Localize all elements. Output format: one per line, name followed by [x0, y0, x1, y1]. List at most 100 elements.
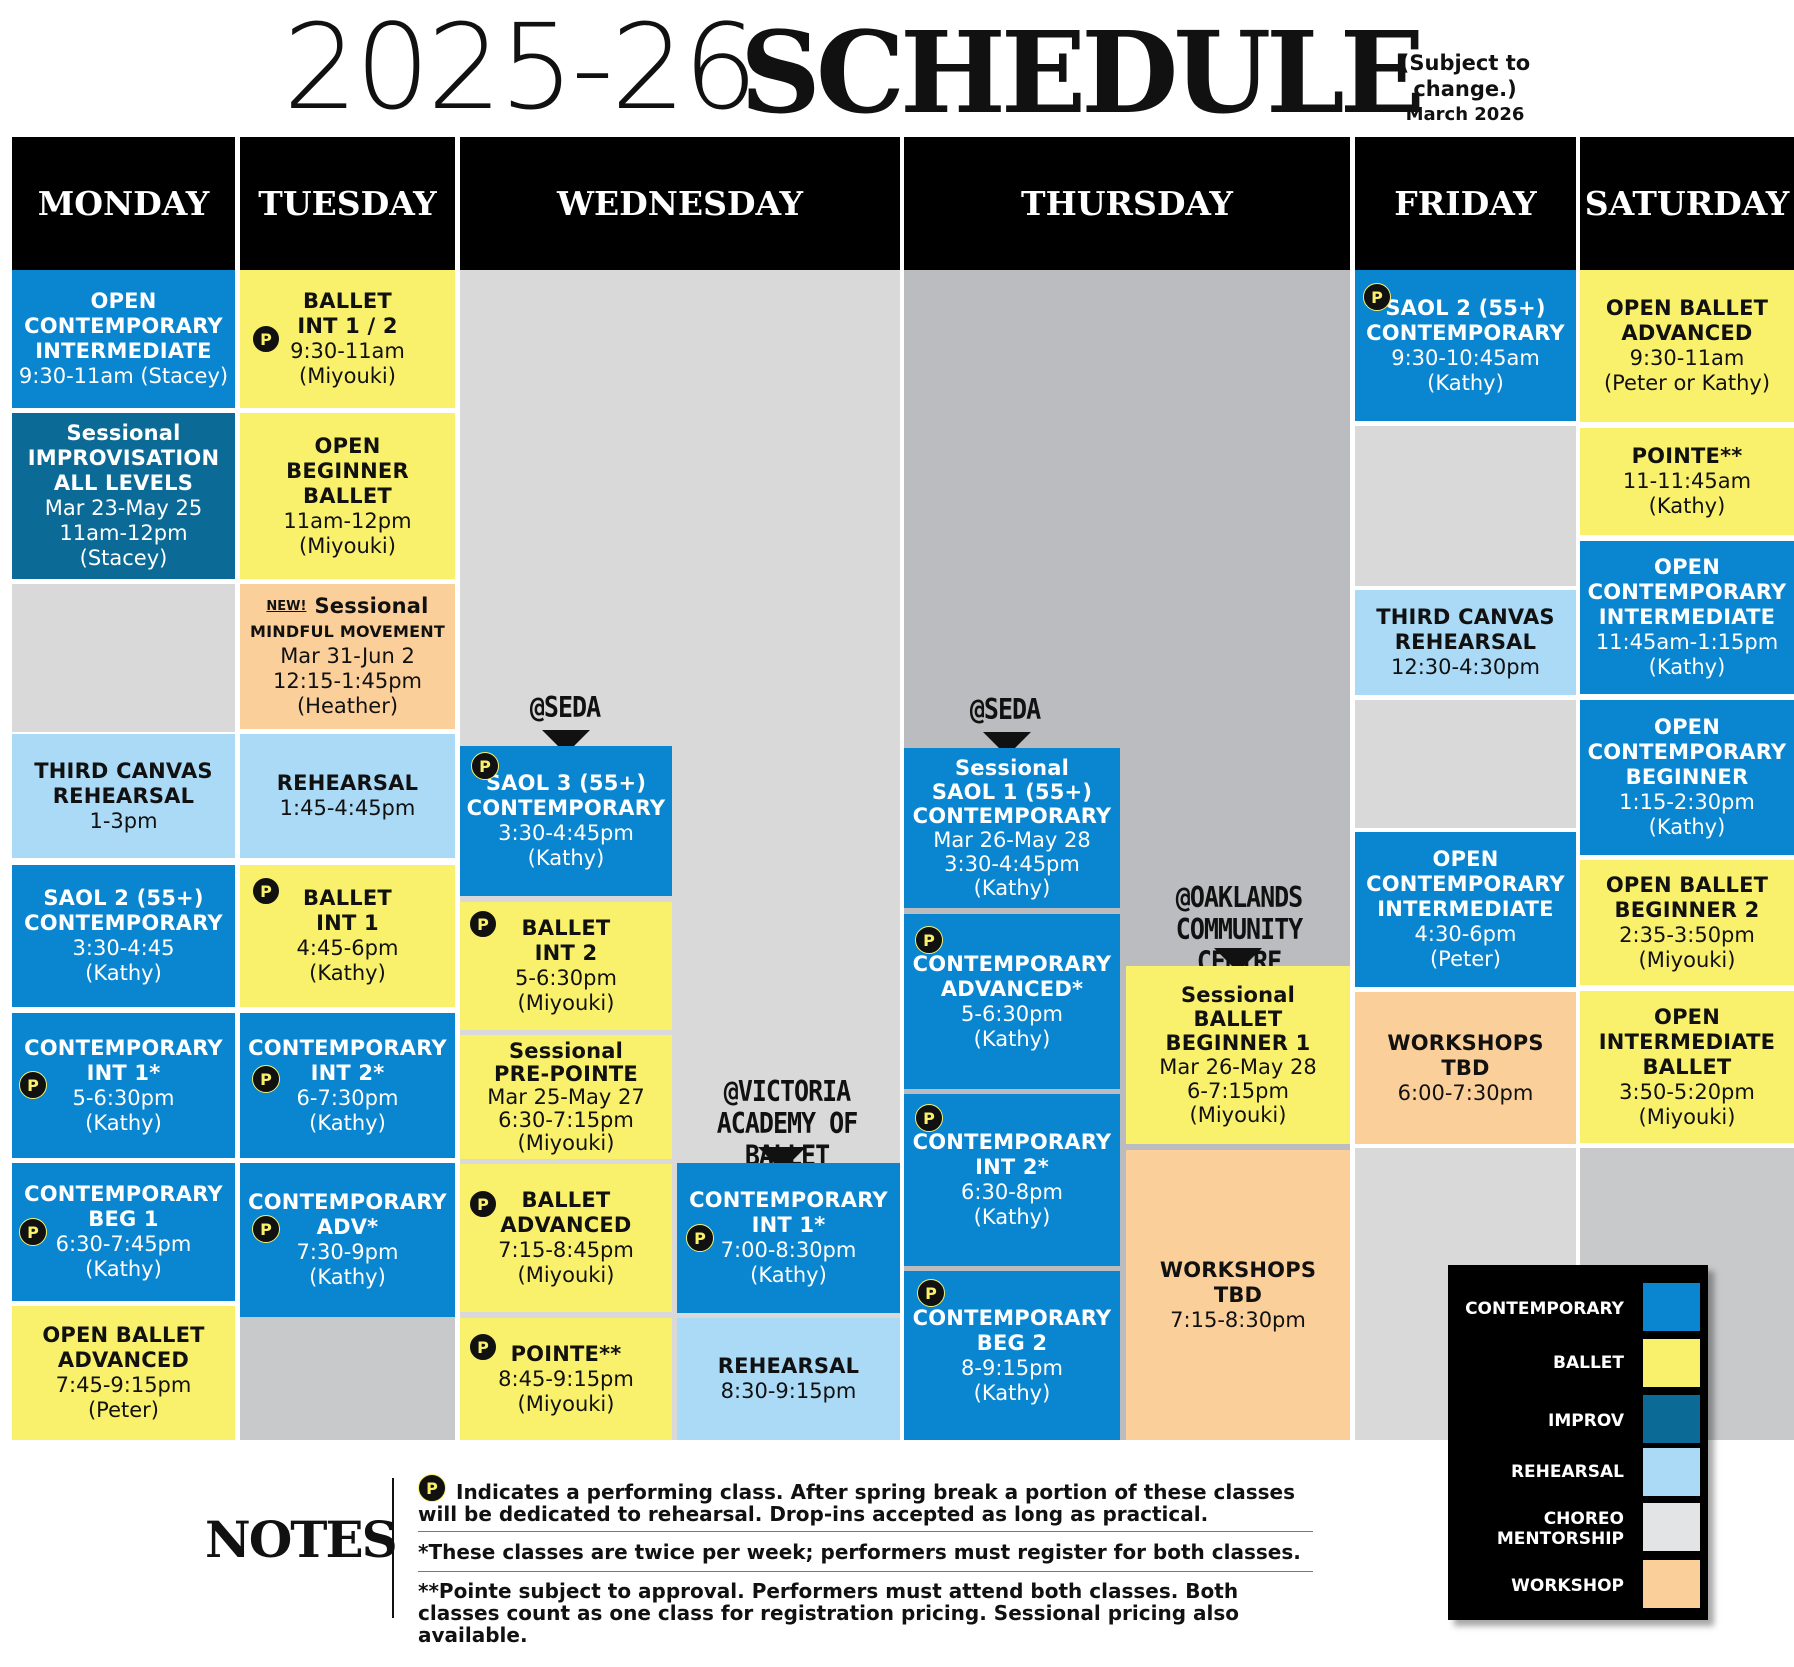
class-name-line: ALL LEVELS: [53, 471, 194, 495]
class-open-beginner-ballet: OPEN BEGINNER BALLET 11am-12pm (Miyouki): [240, 413, 455, 579]
legend-label-line: MENTORSHIP: [1496, 1529, 1624, 1549]
class-contemporary-int-1-wed: CONTEMPORARY INT 1* 7:00-8:30pm (Kathy): [677, 1163, 900, 1313]
legend-label: BALLET: [1553, 1353, 1624, 1373]
class-instructor: (Miyouki): [517, 1391, 615, 1416]
class-name-line: INTERMEDIATE: [1598, 1029, 1776, 1054]
new-badge: NEW!: [266, 599, 307, 614]
legend-swatch: [1643, 1339, 1700, 1387]
legend-item-ballet: BALLET: [1448, 1339, 1708, 1391]
class-instructor: (Kathy): [973, 1026, 1051, 1051]
notes-divider: [392, 1478, 394, 1618]
class-name-line: BALLET: [521, 1188, 611, 1212]
class-name-line: INT 1 / 2: [297, 314, 398, 338]
class-time: 8-9:15pm: [961, 1355, 1063, 1380]
class-time: 6:30-7:45pm: [55, 1232, 192, 1256]
class-name-line: CONTEMPORARY: [912, 1305, 1112, 1330]
class-improvisation: Sessional IMPROVISATION ALL LEVELS Mar 2…: [12, 413, 235, 579]
class-dates: Mar 31-Jun 2: [280, 644, 415, 668]
class-instructor: (Miyouki): [517, 991, 615, 1015]
class-name-line: BALLET: [303, 289, 392, 313]
class-saol-1: Sessional SAOL 1 (55+) CONTEMPORARY Mar …: [904, 748, 1120, 908]
class-workshops-thu: WORKSHOPS TBD 7:15-8:30pm: [1126, 1150, 1350, 1440]
class-name-line: CONTEMPORARY: [466, 796, 666, 820]
class-ballet-int-1-2: BALLET INT 1 / 2 9:30-11am (Miyouki): [240, 270, 455, 408]
class-instructor: (Kathy): [309, 1110, 386, 1135]
class-name-line: INTERMEDIATE: [35, 339, 212, 363]
mindful-heading: NEW! Sessional: [266, 594, 428, 619]
class-name-line: ADV*: [316, 1215, 379, 1239]
class-time: 6:00-7:30pm: [1397, 1080, 1534, 1105]
class-name-line: POINTE**: [1631, 444, 1743, 468]
class-instructor: (Kathy): [309, 961, 386, 985]
class-saol-2-fri: SAOL 2 (55+) CONTEMPORARY 9:30-10:45am (…: [1355, 270, 1576, 421]
class-dates: Mar 26-May 28: [1159, 1055, 1317, 1079]
performing-badge-icon: P: [915, 926, 943, 954]
class-name-line: OPEN BALLET: [42, 1323, 205, 1347]
class-name-line: CONTEMPORARY: [248, 1190, 447, 1214]
empty-slot: [240, 1317, 455, 1440]
class-name-line: CONTEMPORARY: [24, 314, 223, 338]
legend-label: REHEARSAL: [1510, 1462, 1624, 1482]
class-time: 3:30-4:45: [72, 936, 175, 960]
class-time: 8:30-9:15pm: [720, 1379, 857, 1403]
class-name-line: BEG 2: [976, 1330, 1048, 1355]
class-contemporary-int-1: CONTEMPORARY INT 1* 5-6:30pm (Kathy): [12, 1013, 235, 1158]
class-instructor: (Kathy): [309, 1265, 386, 1289]
class-ballet-advanced: BALLET ADVANCED 7:15-8:45pm (Miyouki): [460, 1164, 672, 1312]
note-twice-weekly: *These classes are twice per week; perfo…: [418, 1540, 1301, 1564]
note-divider: [418, 1571, 1313, 1572]
class-contemporary-advanced: CONTEMPORARY ADVANCED* 5-6:30pm (Kathy): [904, 914, 1120, 1089]
class-name-line: IMPROVISATION: [27, 446, 220, 470]
day-header-friday: FRIDAY: [1355, 137, 1576, 270]
subtitle: (Subject to change.) March 2026: [1350, 50, 1580, 128]
legend-label: CONTEMPORARY: [1465, 1299, 1624, 1319]
class-name-line: CONTEMPORARY: [1587, 740, 1787, 764]
class-name-line: SAOL 3 (55+): [485, 771, 647, 795]
class-time: 7:00-8:30pm: [720, 1238, 857, 1262]
class-instructor: (Kathy): [527, 846, 605, 870]
class-instructor: (Kathy): [1427, 370, 1504, 395]
class-name-line: CONTEMPORARY: [248, 1035, 447, 1060]
performing-badge-icon: P: [418, 1474, 446, 1502]
class-pointe: POINTE** 8:45-9:15pm (Miyouki): [460, 1318, 672, 1440]
class-instructor: (Heather): [296, 694, 399, 718]
class-time: 11-11:45am: [1622, 469, 1752, 493]
class-rehearsal-wed: REHEARSAL 8:30-9:15pm: [677, 1318, 900, 1440]
class-open-intermediate-ballet: OPEN INTERMEDIATE BALLET 3:50-5:20pm (Mi…: [1580, 991, 1794, 1143]
class-name-line: BEGINNER: [286, 458, 409, 483]
performing-badge-icon: P: [252, 325, 280, 353]
performing-badge-icon: P: [471, 752, 499, 780]
class-name-line: OPEN: [1654, 715, 1720, 739]
class-time: 5-6:30pm: [961, 1001, 1063, 1026]
class-time: 6-7:15pm: [1187, 1079, 1289, 1103]
class-name-line: Sessional: [1180, 983, 1296, 1007]
class-time: 11am-12pm (Stacey): [59, 521, 188, 570]
class-instructor: (Peter): [87, 1398, 159, 1422]
empty-slot: [12, 584, 235, 732]
class-contemporary-adv: CONTEMPORARY ADV* 7:30-9pm (Kathy): [240, 1163, 455, 1317]
venue-line: @VICTORIA: [723, 1074, 851, 1108]
class-instructor: (Kathy): [85, 1110, 162, 1135]
class-name-line: INT 2*: [975, 1155, 1049, 1179]
class-instructor: (Kathy): [750, 1263, 827, 1287]
class-instructor: (Peter): [1429, 947, 1501, 971]
class-name-line: REHEARSAL: [717, 1354, 860, 1378]
class-dates: Mar 25-May 27: [487, 1084, 645, 1109]
performing-badge-icon: P: [917, 1279, 945, 1307]
class-instructor: (Kathy): [1648, 815, 1726, 839]
class-contemporary-beg-1: CONTEMPORARY BEG 1 6:30-7:45pm (Kathy): [12, 1163, 235, 1301]
performing-badge-icon: P: [252, 877, 280, 905]
class-name-line: INT 1*: [86, 1060, 161, 1085]
class-instructor: (Miyouki): [1638, 1104, 1736, 1129]
class-instructor: (Kathy): [973, 1380, 1051, 1405]
class-name-line: Sessional: [508, 1038, 624, 1063]
class-dates: Mar 23-May 25: [44, 496, 203, 520]
class-name-line: BALLET: [303, 886, 392, 910]
class-time: 6-7:30pm: [296, 1085, 399, 1110]
class-time: 1-3pm: [89, 808, 158, 833]
class-dates: Mar 26-May 28: [933, 828, 1091, 852]
class-name-line: CONTEMPORARY: [912, 1130, 1112, 1154]
legend-item-rehearsal: REHEARSAL: [1448, 1448, 1708, 1500]
class-name-line: OPEN: [1432, 847, 1499, 871]
title-word: SCHEDULE: [740, 8, 1425, 139]
